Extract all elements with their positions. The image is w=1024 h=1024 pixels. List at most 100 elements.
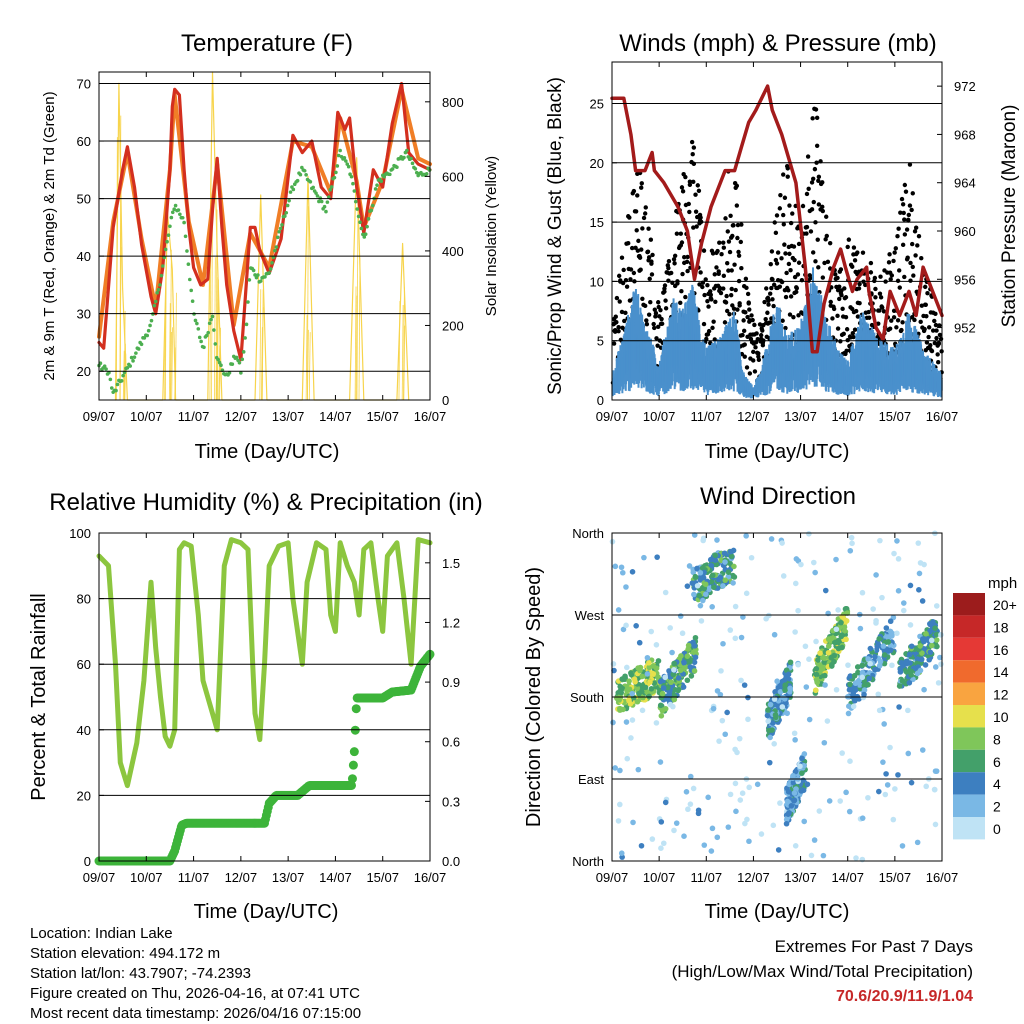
wind-direction-point xyxy=(932,768,939,774)
dewpoint-point xyxy=(258,279,263,283)
wind-direction-point xyxy=(801,818,808,825)
wind-direction-point xyxy=(638,842,645,849)
gust-point xyxy=(683,174,688,180)
gust-point xyxy=(651,321,656,327)
wind-direction-point xyxy=(879,594,885,601)
wind-direction-point xyxy=(716,738,722,744)
humidity-precip-plot-area xyxy=(94,537,435,866)
x-tick-label: 11/07 xyxy=(690,409,722,424)
wind-direction-point xyxy=(903,658,909,665)
gust-point xyxy=(787,203,792,208)
gust-point xyxy=(782,195,788,200)
y-tick-label: 50 xyxy=(77,192,91,207)
wind-direction-point xyxy=(932,664,939,670)
gust-point xyxy=(721,240,726,245)
gust-point xyxy=(814,115,820,121)
wind-direction-point xyxy=(847,547,854,554)
wind-direction-axes: 09/07 10/07 11/07 12/07 13/07 14/07 15/07 16/07… xyxy=(570,526,958,885)
dewpoint-point xyxy=(315,194,320,198)
gust-point xyxy=(679,240,685,245)
x-tick-label: 15/07 xyxy=(879,870,912,885)
wind-direction-point xyxy=(790,779,797,786)
gust-point xyxy=(784,270,789,276)
wind-direction-point xyxy=(745,694,751,701)
wind-direction-point xyxy=(708,579,715,585)
gust-point xyxy=(663,298,668,303)
wind-direction-point xyxy=(644,654,651,661)
x-tick-label: 13/07 xyxy=(784,409,817,424)
wind-direction-point xyxy=(639,707,646,714)
gust-point xyxy=(851,334,856,340)
wind-direction-point xyxy=(649,836,656,842)
wind-direction-point xyxy=(907,622,914,628)
station-info: Location: Indian Lake Station elevation:… xyxy=(30,924,361,1024)
wind-direction-point xyxy=(771,631,778,638)
wind-direction-point xyxy=(744,816,750,823)
gust-point xyxy=(908,260,913,266)
wind-direction-point xyxy=(910,676,916,683)
gust-point xyxy=(708,289,713,294)
wind-direction-point xyxy=(840,614,846,620)
x-tick-label: 12/07 xyxy=(225,870,258,885)
dewpoint-point xyxy=(210,314,215,319)
wind-direction-point xyxy=(791,730,798,737)
gust-point xyxy=(783,294,789,300)
gust-point xyxy=(687,182,693,187)
wind-direction-point xyxy=(617,705,623,712)
solar-insolation-spike xyxy=(164,291,166,401)
gust-point xyxy=(909,207,914,213)
wind-direction-point xyxy=(923,783,930,790)
wind-direction-point xyxy=(791,797,797,804)
wind-direction-point xyxy=(792,768,799,775)
wind-direction-point xyxy=(621,676,628,683)
x-tick-label: 16/07 xyxy=(414,409,447,424)
wind-direction-point xyxy=(618,850,625,857)
wind-direction-point xyxy=(870,606,876,612)
wind-direction-point xyxy=(813,665,820,672)
wind-direction-point xyxy=(813,676,820,683)
gust-point xyxy=(900,242,906,248)
wind-direction-point xyxy=(745,716,751,723)
dewpoint-point xyxy=(178,212,182,217)
wind-direction-point xyxy=(906,651,913,658)
x-tick-label: 12/07 xyxy=(737,409,770,424)
y-tick-label: 10 xyxy=(590,274,604,289)
gust-point xyxy=(899,327,904,333)
dewpoint-point xyxy=(234,355,239,360)
gust-point xyxy=(730,233,735,239)
gust-point xyxy=(782,242,787,247)
gust-point xyxy=(926,334,931,340)
dewpoint-point xyxy=(153,299,158,304)
gust-point xyxy=(895,278,901,283)
wind-direction-point xyxy=(683,789,690,795)
wind-direction-point xyxy=(861,687,868,693)
gust-point xyxy=(760,328,765,333)
gust-point xyxy=(779,279,785,285)
wind-direction-point xyxy=(875,691,882,698)
colorbar-swatch xyxy=(953,615,985,638)
wind-direction-point xyxy=(659,707,666,714)
gust-point xyxy=(740,332,745,338)
gust-point xyxy=(779,256,784,261)
gust-point xyxy=(815,237,820,242)
solar-insolation-spike xyxy=(169,249,172,401)
gust-point xyxy=(771,282,777,287)
gust-point xyxy=(896,268,902,273)
gust-point xyxy=(835,275,840,281)
gust-point xyxy=(765,310,770,315)
wind-direction-point xyxy=(694,582,701,589)
dewpoint-point xyxy=(346,164,351,169)
dewpoint-point xyxy=(351,181,355,186)
dewpoint-point xyxy=(355,207,359,211)
gust-point xyxy=(724,293,729,299)
latest-timestamp: Most recent data timestamp: 2026/04/16 0… xyxy=(30,1005,362,1022)
gust-point xyxy=(722,320,728,325)
wind-direction-point xyxy=(897,669,904,675)
gust-point xyxy=(723,300,729,305)
gust-point xyxy=(831,306,837,312)
wind-direction-point xyxy=(640,694,646,701)
dewpoint-point xyxy=(342,156,347,160)
dewpoint-point xyxy=(166,233,171,238)
dewpoint-point xyxy=(365,224,369,229)
wind-direction-point xyxy=(841,624,848,630)
